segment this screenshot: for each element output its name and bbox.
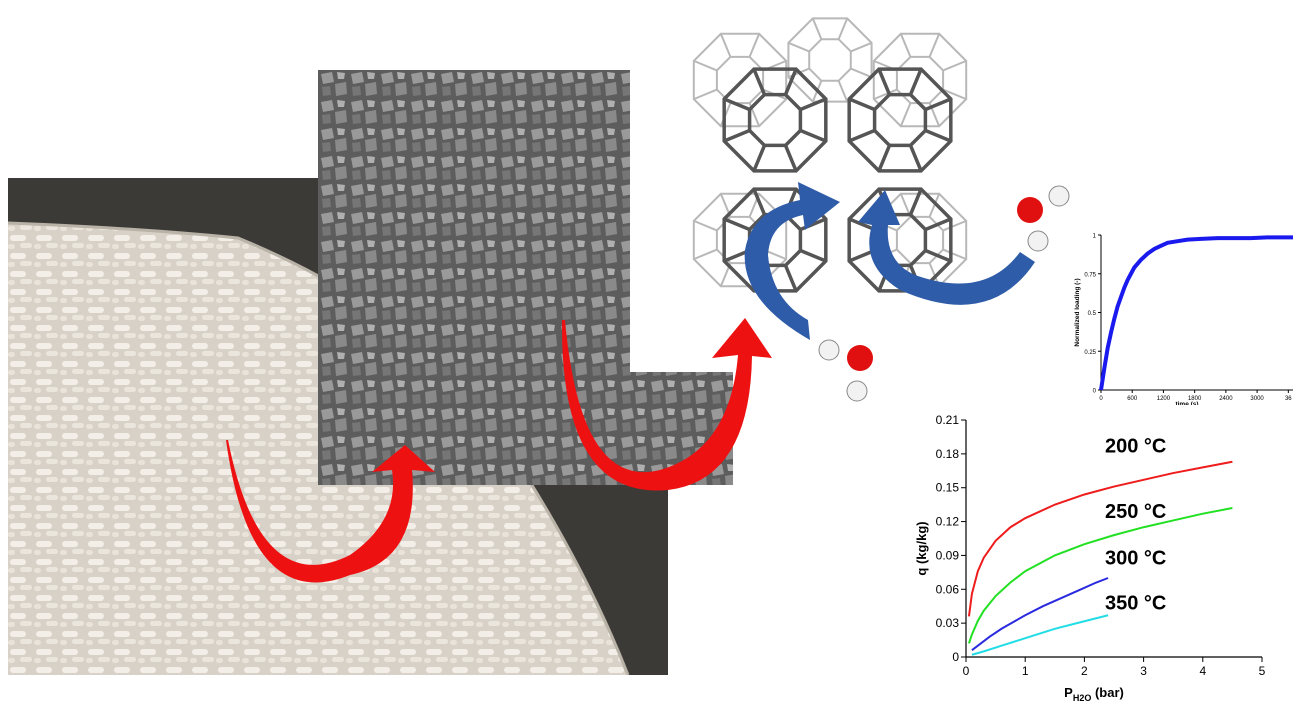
series-label: 200 °C (1105, 436, 1166, 458)
y-tick-label: 0.12 (936, 515, 960, 529)
sodalite-cage (722, 187, 828, 293)
x-tick-label: 2400 (1219, 396, 1233, 402)
y-tick-label: 0.18 (936, 447, 960, 461)
loading-series-line (1099, 235, 1293, 391)
sodalite-cage (847, 187, 953, 293)
isotherm-series-line (968, 507, 1233, 644)
x-tick-label: 3 (1140, 664, 1147, 678)
kinetic-chart: 0 0.25 0.5 0.75 1 0 600 1200 1800 2400 3000 36 time … (1065, 225, 1293, 408)
x-axis-label: time (s) (1175, 401, 1198, 405)
y-tick-label: 0.21 (936, 413, 960, 427)
x-tick-label: 600 (1127, 396, 1138, 402)
y-axis-label: Normalized loading (-) (1074, 278, 1081, 346)
y-axis-label: q (kg/kg) (914, 521, 929, 575)
x-tick-label: 1 (1022, 664, 1029, 678)
x-tick-label: 5 (1259, 664, 1266, 678)
y-tick-label: 0.75 (1084, 272, 1096, 278)
sodalite-cage (722, 67, 828, 173)
x-tick-label: 3000 (1250, 396, 1264, 402)
y-tick-label: 0 (1093, 389, 1097, 395)
y-tick-label: 0 (952, 650, 959, 664)
isotherm-series-line (971, 614, 1109, 656)
sodalite-cage (692, 32, 788, 128)
series-label: 250 °C (1105, 501, 1166, 523)
water-molecule-icon (818, 339, 873, 402)
y-tick-label: 0.15 (936, 481, 960, 495)
y-tick-label: 1 (1093, 234, 1097, 240)
water-molecule-icon (1017, 185, 1070, 252)
y-tick-label: 0.09 (936, 548, 960, 562)
y-tick-label: 0.5 (1088, 311, 1097, 317)
y-tick-label: 0.25 (1084, 350, 1096, 356)
x-tick-label: 1200 (1157, 396, 1171, 402)
isotherm-chart: 0 0.03 0.06 0.09 0.12 0.15 0.18 0.21 0 1 2 3 4 5 PH2O … (900, 408, 1293, 703)
x-tick-label: 0 (1099, 396, 1103, 402)
sodalite-cage (847, 67, 953, 173)
isotherm-series-line (971, 577, 1109, 652)
zeolite-framework (680, 0, 980, 330)
y-tick-label: 0.03 (936, 616, 960, 630)
sodalite-cage (692, 192, 788, 288)
x-tick-label: 0 (963, 664, 970, 678)
y-tick-label: 0.06 (936, 582, 960, 596)
x-tick-label: 2 (1081, 664, 1088, 678)
x-axis-label: PH2O (bar) (1064, 685, 1124, 703)
series-label: 300 °C (1105, 547, 1166, 569)
isotherm-series-line (967, 460, 1233, 617)
x-tick-label: 4 (1199, 664, 1206, 678)
sem-micrograph (318, 70, 733, 485)
x-tick-label: 1800 (1188, 396, 1202, 402)
series-label: 350 °C (1105, 593, 1166, 615)
x-tick-label: 36 (1285, 396, 1292, 402)
